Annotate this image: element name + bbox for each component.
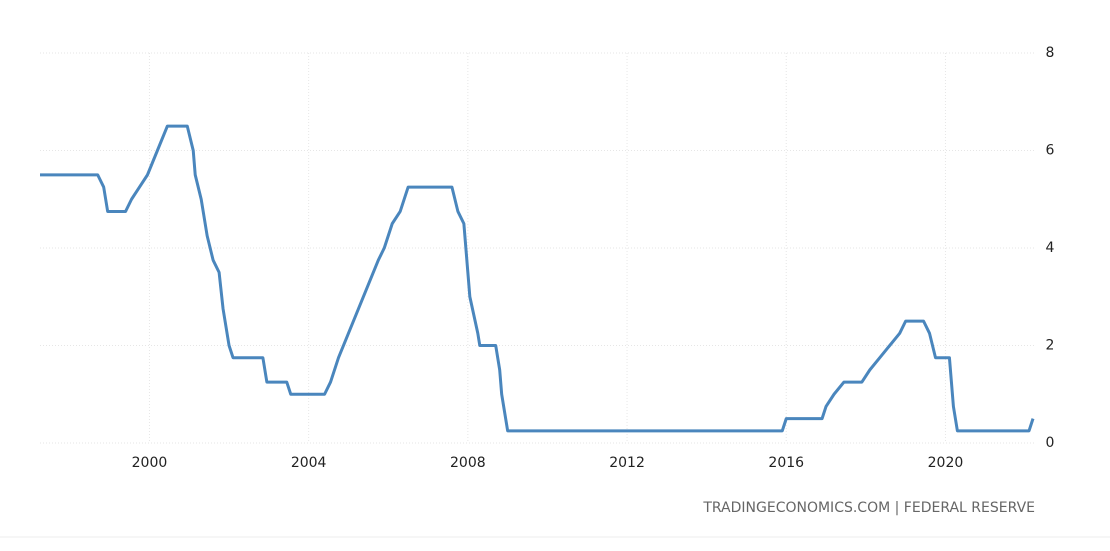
y-tick-label: 2	[1046, 338, 1055, 354]
line	[40, 124, 1035, 433]
x-tick-label: 2020	[928, 455, 964, 471]
x-tick-label: 2004	[291, 455, 327, 471]
y-tick-label: 4	[1046, 240, 1055, 256]
x-tick-label: 2012	[609, 455, 645, 471]
y-tick-label: 6	[1046, 143, 1055, 159]
x-tick-label: 2000	[132, 455, 168, 471]
source: TRADINGECONOMICS.COM | FEDERAL RESERVE	[702, 500, 1035, 516]
x-tick-label: 2016	[768, 455, 804, 471]
x-tick-label: 2008	[450, 455, 486, 471]
y-tick-label: 0	[1046, 435, 1055, 451]
y-tick-label: 8	[1046, 45, 1055, 61]
